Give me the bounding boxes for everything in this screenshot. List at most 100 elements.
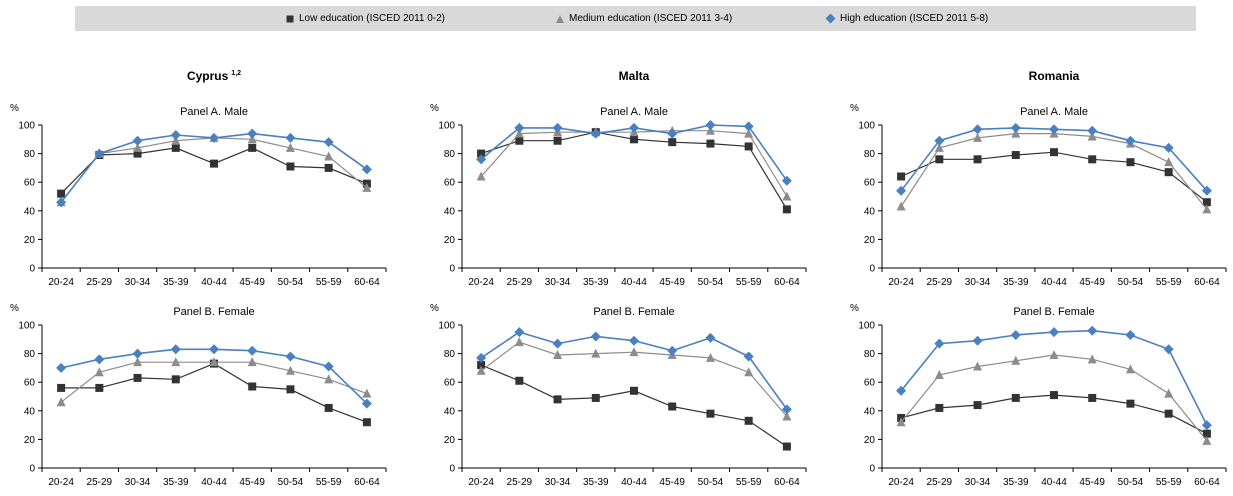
data-point bbox=[476, 154, 487, 165]
data-point bbox=[706, 139, 715, 148]
chart-panel-6: Panel B. Female% 0 20 40 60 80 100 20-24 25-29 30… bbox=[850, 303, 1227, 488]
data-point bbox=[590, 331, 601, 342]
y-tick-label: 20 bbox=[444, 435, 456, 446]
data-point bbox=[170, 344, 181, 355]
data-point bbox=[515, 376, 524, 385]
x-tick-label: 45-49 bbox=[239, 477, 265, 488]
chart-legend: Low education (ISCED 2011 0-2) Medium ed… bbox=[75, 6, 1196, 31]
x-tick-label: 20-24 bbox=[888, 477, 914, 488]
data-point bbox=[705, 120, 716, 130]
data-point bbox=[934, 142, 944, 152]
data-point bbox=[362, 388, 372, 398]
panel-title: Panel B. Female bbox=[173, 306, 254, 318]
country-footnote: 1,2 bbox=[231, 70, 241, 77]
data-point bbox=[286, 162, 295, 171]
chart-panel-3: Romania Panel A. Male% 0 20 40 60 80 100 20-24 25… bbox=[850, 69, 1227, 288]
series-line-2 bbox=[900, 133, 1208, 210]
data-point bbox=[94, 367, 104, 377]
data-point bbox=[1011, 151, 1020, 160]
data-point bbox=[934, 135, 945, 146]
data-point bbox=[973, 132, 983, 142]
data-point bbox=[896, 417, 906, 427]
data-point bbox=[247, 357, 257, 367]
data-point bbox=[896, 185, 907, 196]
data-point bbox=[1163, 344, 1174, 355]
data-point bbox=[133, 142, 143, 152]
data-point bbox=[630, 135, 638, 144]
data-point bbox=[324, 403, 333, 412]
data-point bbox=[476, 365, 486, 375]
data-point bbox=[935, 403, 944, 412]
y-tick-label: 100 bbox=[438, 321, 455, 332]
x-tick-label: 30-34 bbox=[965, 477, 991, 488]
data-point bbox=[94, 354, 105, 365]
y-axis-unit: % bbox=[430, 103, 439, 114]
data-point bbox=[209, 344, 219, 355]
x-tick-label: 45-49 bbox=[1079, 477, 1105, 488]
data-point bbox=[1125, 330, 1136, 341]
data-point bbox=[668, 402, 677, 411]
data-point bbox=[781, 175, 792, 186]
data-point bbox=[324, 374, 334, 384]
data-point bbox=[286, 385, 295, 394]
data-point bbox=[590, 128, 601, 139]
data-point bbox=[1087, 125, 1098, 136]
panel-title: Panel B. Female bbox=[1013, 306, 1094, 318]
data-point bbox=[667, 345, 678, 356]
x-tick-label: 35-39 bbox=[583, 477, 609, 488]
y-tick-label: 40 bbox=[444, 206, 456, 217]
data-point bbox=[1011, 128, 1021, 138]
data-point bbox=[629, 335, 639, 346]
x-tick-label: 60-64 bbox=[774, 477, 800, 488]
data-point bbox=[94, 148, 105, 159]
data-point bbox=[782, 442, 791, 451]
data-point bbox=[781, 404, 792, 415]
data-point bbox=[514, 327, 525, 338]
data-point bbox=[972, 124, 983, 135]
square-marker-icon bbox=[286, 15, 294, 22]
data-point bbox=[247, 345, 258, 356]
data-point bbox=[935, 155, 944, 164]
y-tick-label: 20 bbox=[864, 435, 876, 446]
legend-item-medium: Medium education (ISCED 2011 3-4) bbox=[555, 6, 732, 31]
country-title: Cyprus 1,2 bbox=[187, 69, 241, 83]
x-tick-label: 60-64 bbox=[774, 277, 800, 288]
data-point bbox=[56, 397, 66, 407]
y-tick-label: 0 bbox=[449, 464, 455, 475]
y-tick-label: 40 bbox=[864, 406, 876, 417]
series-line-3 bbox=[900, 329, 1208, 426]
data-point bbox=[57, 383, 66, 392]
data-point bbox=[744, 128, 754, 138]
x-tick-label: 40-44 bbox=[201, 477, 227, 488]
series-line-1 bbox=[900, 394, 1208, 435]
y-tick-label: 60 bbox=[864, 378, 876, 389]
y-tick-label: 20 bbox=[24, 435, 36, 446]
x-tick-label: 30-34 bbox=[965, 277, 991, 288]
data-point bbox=[630, 386, 638, 395]
data-point bbox=[1164, 409, 1173, 418]
data-point bbox=[1163, 142, 1174, 153]
x-tick-label: 20-24 bbox=[48, 277, 74, 288]
y-tick-label: 100 bbox=[18, 121, 35, 132]
data-point bbox=[247, 128, 258, 139]
y-tick-label: 20 bbox=[864, 235, 876, 246]
data-point bbox=[285, 142, 295, 152]
data-point bbox=[1202, 435, 1212, 445]
x-tick-label: 35-39 bbox=[1003, 477, 1029, 488]
data-point bbox=[1010, 122, 1021, 133]
data-point bbox=[1125, 364, 1135, 374]
x-tick-label: 45-49 bbox=[659, 277, 685, 288]
y-tick-label: 80 bbox=[24, 349, 36, 360]
x-tick-label: 20-24 bbox=[468, 277, 494, 288]
data-point bbox=[361, 398, 372, 409]
data-point bbox=[1050, 148, 1058, 157]
x-tick-label: 55-59 bbox=[736, 277, 762, 288]
data-point bbox=[1201, 185, 1212, 196]
series-line-1 bbox=[900, 151, 1208, 203]
series-line-2 bbox=[60, 137, 368, 203]
data-point bbox=[171, 357, 181, 367]
data-point bbox=[897, 172, 906, 181]
y-tick-label: 0 bbox=[29, 264, 35, 275]
legend-label-high: High education (ISCED 2011 5-8) bbox=[840, 13, 989, 24]
y-tick-label: 40 bbox=[24, 406, 36, 417]
